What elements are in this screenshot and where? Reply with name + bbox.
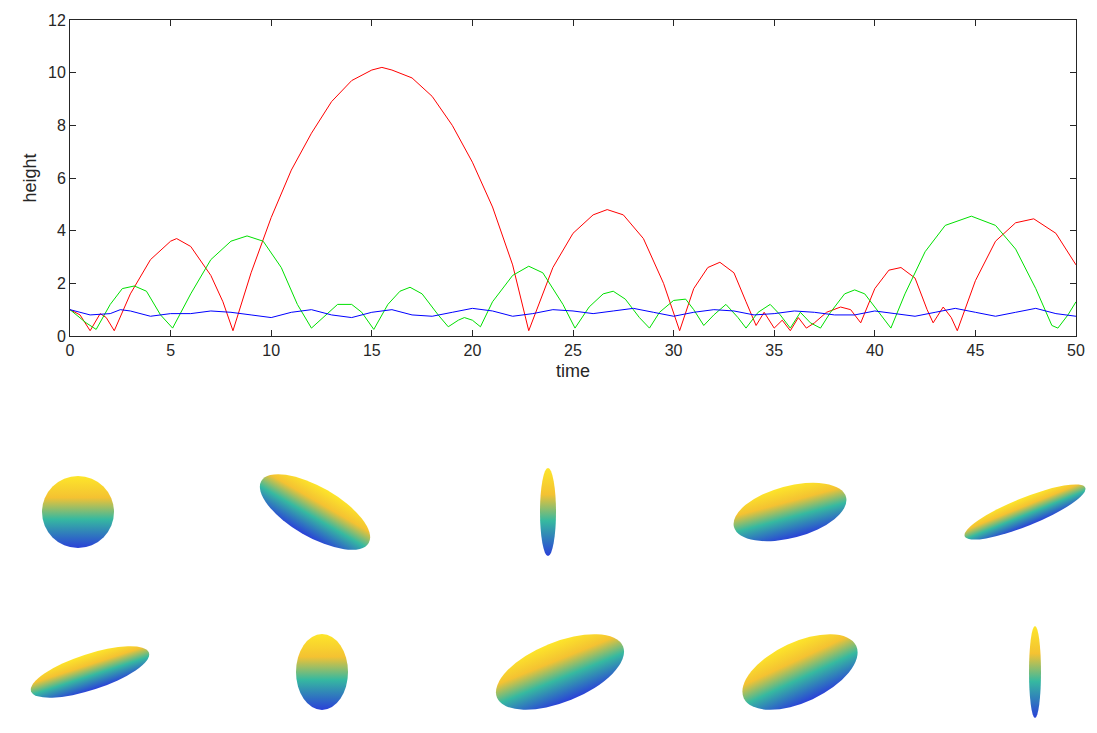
svg-text:10: 10 [48, 64, 66, 81]
svg-text:10: 10 [262, 342, 280, 359]
svg-text:0: 0 [66, 342, 75, 359]
svg-text:30: 30 [665, 342, 683, 359]
svg-text:2: 2 [57, 275, 66, 292]
svg-text:20: 20 [464, 342, 482, 359]
svg-text:8: 8 [57, 117, 66, 134]
svg-text:4: 4 [57, 222, 66, 239]
svg-text:25: 25 [564, 342, 582, 359]
svg-text:12: 12 [48, 12, 66, 29]
svg-text:40: 40 [866, 342, 884, 359]
svg-text:50: 50 [1067, 342, 1085, 359]
svg-text:5: 5 [166, 342, 175, 359]
svg-text:6: 6 [57, 170, 66, 187]
svg-text:0: 0 [57, 328, 66, 345]
svg-text:35: 35 [765, 342, 783, 359]
svg-text:height: height [20, 153, 40, 202]
svg-text:15: 15 [363, 342, 381, 359]
svg-text:time: time [556, 361, 590, 381]
svg-text:45: 45 [967, 342, 985, 359]
